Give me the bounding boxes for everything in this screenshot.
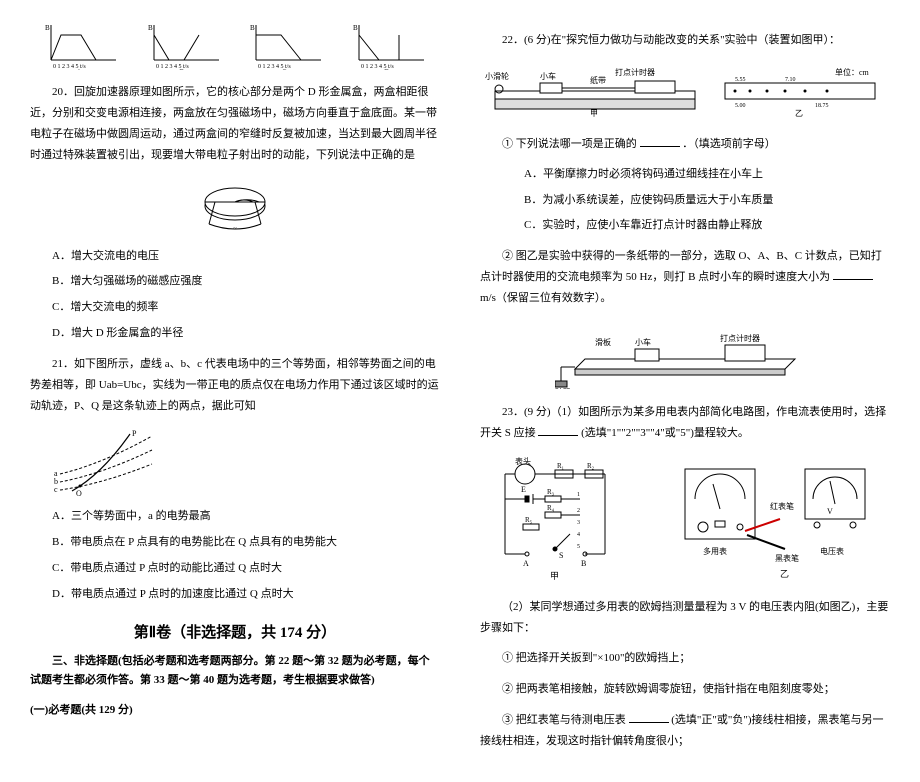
q20-opt-a: A．增大交流电的电压 (52, 247, 440, 267)
svg-text:A: A (523, 559, 529, 568)
svg-text:R₄: R₄ (547, 504, 555, 512)
q22-text: 22．(6 分)在"探究恒力做功与动能改变的关系"实验中（装置如图甲）： (480, 30, 890, 51)
svg-text:甲: 甲 (590, 109, 598, 118)
q22-opt-a: A．平衡摩擦力时必须将钩码通过细线挂在小车上 (524, 165, 890, 185)
svg-text:打点计时器: 打点计时器 (615, 67, 655, 77)
q22-sub1-tail: ．（填选项前字母） (682, 138, 776, 150)
svg-text:乙: 乙 (780, 569, 789, 579)
q23-text-b: (选填"1""2""3""4"或"5")量程较大。 (581, 427, 749, 439)
svg-text:黑表笔: 黑表笔 (775, 553, 799, 563)
q21-opt-c: C．带电质点通过 P 点时的动能比通过 Q 点时大 (52, 559, 440, 579)
svg-text:电压表: 电压表 (820, 546, 844, 556)
svg-text:S: S (559, 551, 563, 560)
q20-opt-d: D．增大 D 形金属盒的半径 (52, 324, 440, 344)
q21-opt-d: D．带电质点通过 P 点时的加速度比通过 Q 点时大 (52, 585, 440, 605)
svg-text:c: c (54, 485, 58, 494)
section2-title: 第Ⅱ卷（非选择题，共 174 分） (30, 621, 440, 642)
graph-b: B 0 1 2 3 4 5 t/s B (144, 20, 224, 70)
svg-text:R₅: R₅ (525, 516, 533, 524)
svg-text:甲: 甲 (550, 571, 559, 581)
q22-sub2: ② 图乙是实验中获得的一条纸带的一部分，选取 O、A、B、C 计数点，已知打点计… (480, 246, 890, 309)
svg-text:滑板: 滑板 (595, 337, 611, 347)
q20-text: 20．回旋加速器原理如图所示，它的核心部分是两个 D 形金属盒，两盒相距很近，分… (30, 82, 440, 166)
q23-step1: ① 把选择开关扳到"×100"的欧姆挡上； (480, 648, 890, 669)
q20-opt-c: C．增大交流电的频率 (52, 298, 440, 318)
svg-text:小车: 小车 (635, 337, 651, 347)
svg-text:纸带: 纸带 (590, 75, 606, 85)
q19-graphs: B 0 1 2 3 4 5 t/s A B 0 1 2 3 4 5 t/s B … (30, 20, 440, 70)
q22-figure-1: 小滑轮 小车 打点计时器 纸带 甲 5.55 7.10 5.00 18.75 (480, 61, 890, 124)
svg-text:5.55: 5.55 (735, 77, 746, 83)
graph-a: B 0 1 2 3 4 5 t/s A (41, 20, 121, 70)
svg-text:多用表: 多用表 (703, 546, 727, 556)
svg-text:5: 5 (577, 544, 580, 550)
q21-opt-b: B．带电质点在 P 点具有的电势能比在 Q 点具有的电势能大 (52, 533, 440, 553)
q22-figure-2: 小车 滑板 打点计时器 砝码 (480, 319, 890, 392)
q22-sub2-a: ② 图乙是实验中获得的一条纸带的一部分，选取 O、A、B、C 计数点，已知打点计… (480, 250, 882, 283)
svg-text:R₁: R₁ (557, 462, 564, 470)
svg-text:红表笔: 红表笔 (770, 501, 794, 511)
svg-text:小车: 小车 (540, 71, 556, 81)
svg-text:单位：cm: 单位：cm (835, 67, 870, 77)
q22-sub2-b: m/s（保留三位有效数字）。 (480, 292, 611, 304)
svg-text:砝码: 砝码 (555, 387, 571, 389)
svg-text:A: A (76, 68, 82, 70)
q20-opt-b: B．增大匀强磁场的磁感应强度 (52, 272, 440, 292)
q23-blank-1 (538, 424, 578, 436)
q23-step3: ③ 把红表笔与待测电压表 (选填"正"或"负")接线柱相接，黑表笔与另一接线柱相… (480, 710, 890, 752)
q23-figure: 表头 R₁ R₂ E R₃ (480, 454, 890, 587)
section2-heading: 三、非选择题(包括必考题和选考题两部分。第 22 题～第 32 题为必考题，每个… (30, 652, 440, 692)
svg-text:3: 3 (577, 520, 580, 526)
svg-text:B: B (45, 24, 50, 32)
q23-text: 23．(9 分)（1）如图所示为某多用电表内部简化电路图，作电流表使用时，选择开… (480, 402, 890, 444)
svg-text:C: C (282, 68, 287, 70)
svg-text:D: D (384, 68, 390, 70)
q22-blank-1 (640, 135, 680, 147)
svg-text:E: E (521, 485, 526, 494)
required-heading: (一)必考题(共 129 分) (30, 701, 440, 721)
q21-text: 21．如下图所示，虚线 a、b、c 代表电场中的三个等势面，相邻等势面之间的电势… (30, 354, 440, 417)
svg-text:打点计时器: 打点计时器 (720, 333, 760, 343)
q22-sub1: ① 下列说法哪一项是正确的 ．（填选项前字母） (480, 134, 890, 155)
svg-text:7.10: 7.10 (785, 77, 796, 83)
svg-text:B: B (250, 24, 255, 32)
q23-step3-a: ③ 把红表笔与待测电压表 (502, 714, 626, 726)
svg-text:P: P (132, 429, 137, 438)
svg-text:2: 2 (577, 508, 580, 514)
svg-text:Q: Q (76, 489, 82, 496)
svg-text:V: V (827, 507, 833, 516)
svg-text:4: 4 (577, 532, 580, 538)
svg-text:小滑轮: 小滑轮 (485, 71, 509, 81)
svg-text:R₂: R₂ (587, 462, 595, 470)
svg-text:B: B (179, 68, 184, 70)
q23-sub2: （2）某同学想通过多用表的欧姆挡测量量程为 3 V 的电压表内阻(如图乙)，主要… (480, 597, 890, 639)
svg-text:B: B (148, 24, 153, 32)
graph-c: B 0 1 2 3 4 5 t/s C (246, 20, 326, 70)
q23-blank-2 (629, 711, 669, 723)
svg-text:表头: 表头 (515, 456, 531, 466)
svg-text:18.75: 18.75 (815, 103, 829, 109)
svg-text:B: B (581, 559, 586, 568)
q22-opt-b: B．为减小系统误差，应使钩码质量远大于小车质量 (524, 191, 890, 211)
svg-text:乙: 乙 (795, 109, 803, 118)
q23-step2: ② 把两表笔相接触，旋转欧姆调零旋钮，使指针指在电阻刻度零处； (480, 679, 890, 700)
q22-sub1-text: ① 下列说法哪一项是正确的 (502, 138, 637, 150)
svg-text:1: 1 (577, 492, 580, 498)
svg-text:B: B (353, 24, 358, 32)
q20-figure: ~ (30, 176, 440, 239)
q22-blank-2 (833, 268, 873, 280)
svg-text:5.00: 5.00 (735, 103, 746, 109)
svg-text:R₃: R₃ (547, 488, 555, 496)
q21-opt-a: A．三个等势面中，a 的电势最高 (52, 507, 440, 527)
graph-d: B 0 1 2 3 4 5 t/s D (349, 20, 429, 70)
q21-figure: a b c P Q (52, 426, 440, 499)
q22-opt-c: C．实验时，应使小车靠近打点计时器由静止释放 (524, 216, 890, 236)
